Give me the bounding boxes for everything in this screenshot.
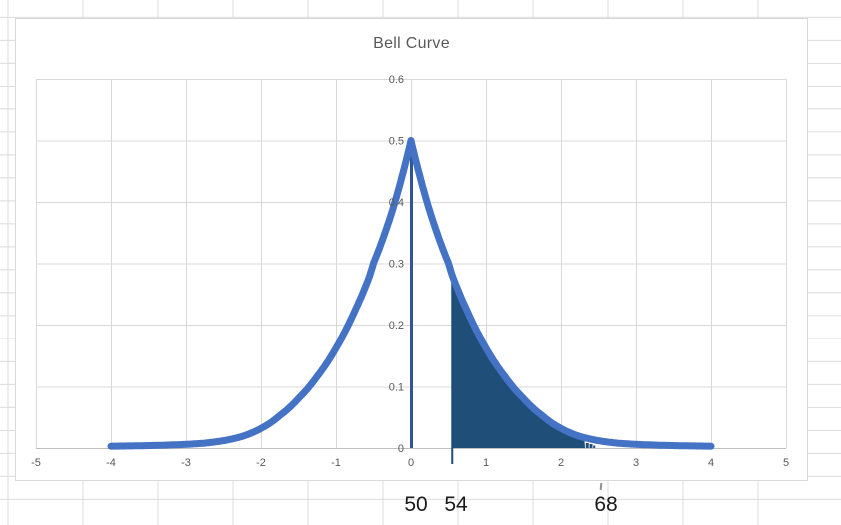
svg-text:-4: -4 [106,457,116,469]
svg-text:-3: -3 [181,457,191,469]
svg-text:0.4: 0.4 [389,197,404,209]
svg-text:0.1: 0.1 [389,382,404,394]
svg-text:0.5: 0.5 [389,136,404,148]
svg-text:0: 0 [408,457,414,469]
x-axis-tick-labels: -5 -4 -3 -2 -1 0 1 2 3 4 5 [31,457,789,469]
svg-text:-1: -1 [331,457,341,469]
svg-text:3: 3 [633,457,639,469]
svg-text:1: 1 [483,457,489,469]
cell-value-54[interactable]: 54 [444,493,468,516]
svg-text:-5: -5 [31,457,41,469]
y-axis-tick-labels: 0 0.1 0.2 0.3 0.4 0.5 0.6 [389,74,404,455]
svg-text:4: 4 [708,457,714,469]
cell-value-68[interactable]: 68 [594,493,618,516]
shaded-area [452,275,596,448]
svg-text:0: 0 [398,443,404,455]
bell-curve-line [107,137,715,450]
cell-value-50[interactable]: 50 [404,493,428,516]
svg-text:-2: -2 [256,457,266,469]
svg-text:0.3: 0.3 [389,259,404,271]
chart-plot: -5 -4 -3 -2 -1 0 1 2 3 4 5 0 0.1 0.2 0.3 0.4 0.5 0.6 [31,74,789,469]
svg-text:2: 2 [558,457,564,469]
bell-curve-chart-object[interactable]: Bell Curve -5 -4 -3 -2 -1 0 1 2 3 4 5 0 0.1 0.2 0.3 0.4… [15,18,808,481]
svg-text:0.2: 0.2 [389,320,404,332]
svg-text:5: 5 [783,457,789,469]
svg-text:0.6: 0.6 [389,74,404,86]
stray-tick-mark [599,482,602,491]
chart-title: Bell Curve [373,35,450,52]
